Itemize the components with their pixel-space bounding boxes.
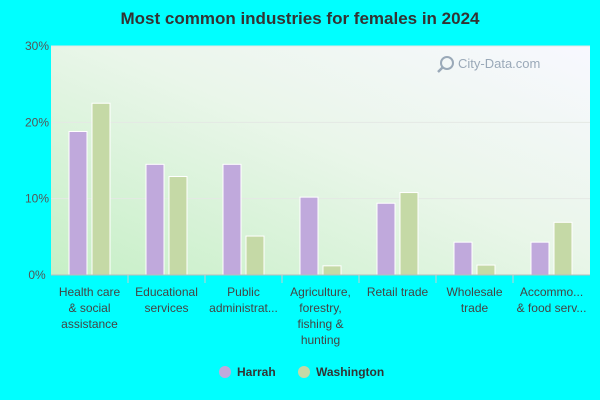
- x-tick-label: Health care & social assistance: [59, 285, 121, 331]
- bar-harrah[interactable]: [299, 196, 319, 276]
- bar-harrah[interactable]: [376, 202, 396, 276]
- bar-harrah[interactable]: [222, 163, 242, 276]
- bar-harrah[interactable]: [453, 241, 473, 276]
- bars: [68, 102, 573, 276]
- watermark-text: City-Data.com: [458, 56, 540, 71]
- x-tick-label: Agriculture, forestry, fishing & hunting: [290, 285, 351, 347]
- legend-label-washington: Washington: [316, 365, 384, 379]
- bar-washington[interactable]: [476, 264, 496, 276]
- y-tick-label: 20%: [25, 115, 49, 129]
- y-tick-label: 0%: [28, 268, 46, 282]
- bar-washington[interactable]: [245, 235, 265, 276]
- bar-harrah[interactable]: [68, 130, 88, 276]
- chart-title: Most common industries for females in 20…: [121, 9, 481, 28]
- bar-washington[interactable]: [399, 192, 419, 276]
- legend: Harrah Washington: [219, 365, 384, 379]
- y-tick-label: 10%: [25, 192, 49, 206]
- bar-harrah[interactable]: [145, 163, 165, 276]
- x-tick-label: Public administrat...: [209, 285, 278, 315]
- plot-background: [51, 46, 590, 275]
- legend-swatch-washington: [298, 366, 310, 378]
- bar-washington[interactable]: [553, 221, 573, 276]
- y-axis-ticks: 0% 10% 20% 30%: [25, 39, 49, 282]
- magnifier-icon: [437, 56, 454, 73]
- x-tick-label: Accommo... & food serv...: [517, 285, 587, 315]
- legend-label-harrah: Harrah: [237, 365, 276, 379]
- x-tick-label: Wholesale trade: [446, 285, 502, 315]
- bar-washington[interactable]: [91, 102, 111, 276]
- bar-harrah[interactable]: [530, 241, 550, 276]
- x-tick-label: Retail trade: [367, 285, 429, 299]
- y-tick-label: 30%: [25, 39, 49, 53]
- watermark: City-Data.com: [437, 56, 540, 73]
- legend-swatch-harrah: [219, 366, 231, 378]
- gridlines: [51, 45, 590, 200]
- x-axis-ticks: Health care & social assistance Educational…: [59, 275, 587, 347]
- bar-washington[interactable]: [168, 176, 188, 276]
- bar-washington[interactable]: [322, 265, 342, 276]
- x-tick-label: Educational services: [135, 285, 198, 315]
